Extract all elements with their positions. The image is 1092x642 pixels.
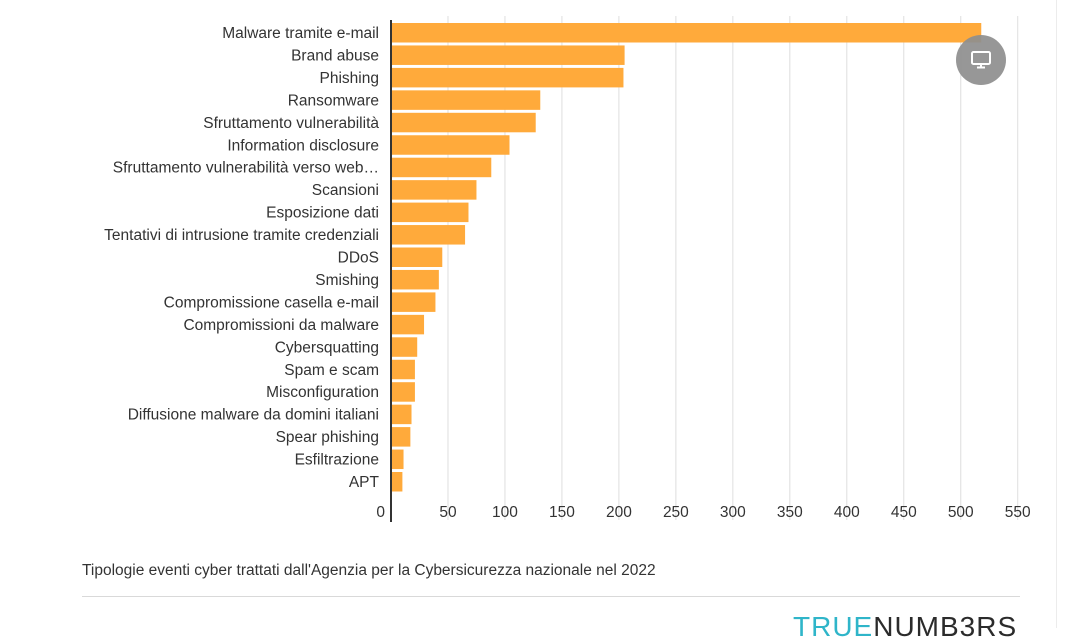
x-tick-label: 500 (948, 504, 974, 521)
bar[interactable] (391, 180, 477, 200)
brand-logo[interactable]: TRUENUMB3RS (793, 612, 1017, 642)
bar-chart: Malware tramite e-mail Brand abuse Phishin… (104, 16, 1031, 522)
category-label: Diffusione malware da domini italiani (128, 407, 379, 424)
category-label: Cybersquatting (275, 339, 379, 356)
bar[interactable] (391, 157, 492, 178)
x-tick-label: 400 (834, 504, 860, 521)
x-tick-label: 50 (439, 504, 457, 521)
bar[interactable] (391, 202, 469, 223)
bar[interactable] (391, 90, 541, 110)
category-label: Scansioni (312, 182, 379, 199)
category-label: Phishing (320, 70, 379, 87)
category-label: Smishing (315, 272, 379, 289)
x-tick-label: 200 (606, 504, 632, 521)
category-label: APT (349, 474, 380, 491)
category-label: Brand abuse (291, 47, 379, 64)
category-label: Misconfiguration (266, 384, 379, 401)
category-label: Spam e scam (284, 362, 379, 379)
category-label: Compromissioni da malware (183, 317, 379, 334)
x-tick-label: 300 (720, 504, 746, 521)
category-label: Esposizione dati (266, 205, 379, 222)
right-border (1056, 0, 1057, 628)
brand-logo-part1: TRUE (793, 611, 874, 642)
bar[interactable] (391, 292, 436, 312)
bar[interactable] (391, 45, 625, 65)
x-tick-label: 450 (891, 504, 917, 521)
category-label: Sfruttamento vulnerabilità (203, 115, 379, 132)
bar[interactable] (391, 247, 443, 268)
category-label: DDoS (338, 250, 379, 267)
bar[interactable] (391, 23, 982, 43)
category-label: Ransomware (288, 92, 379, 109)
divider (82, 596, 1020, 597)
category-label: Tentativi di intrusione tramite credenzi… (104, 227, 379, 244)
bar[interactable] (391, 382, 415, 402)
category-label: Sfruttamento vulnerabilità verso web… (113, 160, 379, 177)
category-label: Malware tramite e-mail (222, 25, 379, 42)
category-label: Compromissione casella e-mail (164, 294, 379, 311)
bar[interactable] (391, 472, 403, 492)
category-label: Esfiltrazione (295, 452, 379, 469)
x-tick-label: 250 (663, 504, 689, 521)
bar[interactable] (391, 359, 415, 380)
x-tick-label: 150 (549, 504, 575, 521)
bar[interactable] (391, 67, 624, 88)
category-labels: Malware tramite e-mail Brand abuse Phishin… (104, 25, 379, 491)
brand-logo-part2: NUMB3RS (873, 611, 1018, 642)
category-label: Spear phishing (276, 429, 379, 446)
category-label: Information disclosure (227, 137, 379, 154)
x-tick-label: 100 (492, 504, 518, 521)
fullscreen-button[interactable] (956, 35, 1006, 85)
chart-caption: Tipologie eventi cyber trattati dall'Age… (82, 562, 656, 579)
bar[interactable] (391, 427, 411, 447)
x-axis-ticks: 0 50 100 150 200 250 300 350 400 450 500 550 (376, 504, 1031, 521)
bar[interactable] (391, 449, 404, 470)
bars (391, 23, 982, 492)
x-tick-label: 0 (376, 504, 385, 521)
x-tick-label: 550 (1005, 504, 1031, 521)
x-tick-label: 350 (777, 504, 803, 521)
monitor-icon (971, 51, 991, 69)
bar[interactable] (391, 112, 536, 133)
bar[interactable] (391, 225, 466, 245)
bar[interactable] (391, 269, 439, 290)
bar[interactable] (391, 404, 412, 425)
bar[interactable] (391, 337, 418, 357)
bar[interactable] (391, 314, 425, 335)
bar[interactable] (391, 135, 510, 155)
